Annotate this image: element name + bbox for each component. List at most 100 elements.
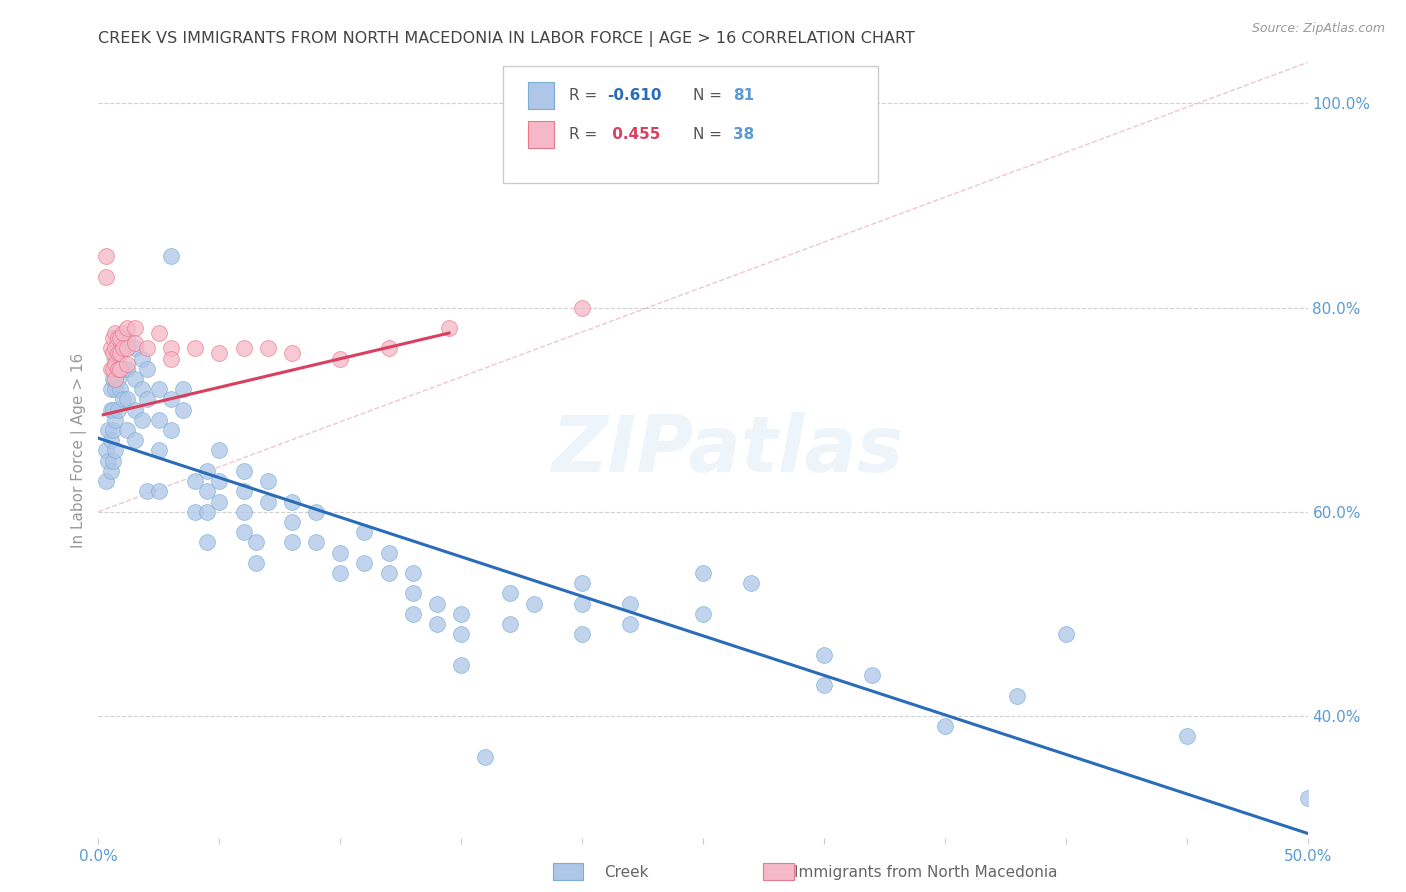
Point — [740, 576, 762, 591]
Point — [256, 474, 278, 488]
Point — [208, 494, 231, 508]
Point — [402, 586, 425, 600]
Point — [101, 361, 124, 376]
Point — [111, 392, 134, 407]
Point — [377, 342, 399, 356]
Point — [108, 331, 131, 345]
Point — [160, 392, 183, 407]
Point — [104, 342, 127, 356]
Point — [184, 505, 207, 519]
Point — [100, 342, 122, 356]
Point — [232, 505, 254, 519]
Point — [117, 357, 139, 371]
Point — [305, 535, 328, 549]
Text: ZIPatlas: ZIPatlas — [551, 412, 903, 489]
Point — [184, 474, 207, 488]
Point — [160, 423, 183, 437]
Point — [571, 627, 593, 641]
Point — [107, 342, 129, 356]
Point — [195, 464, 218, 478]
Point — [101, 346, 124, 360]
Point — [107, 331, 129, 345]
Point — [860, 668, 883, 682]
Point — [208, 346, 231, 360]
Point — [692, 566, 714, 580]
Point — [195, 484, 218, 499]
Point — [571, 301, 593, 315]
Point — [135, 484, 157, 499]
Point — [117, 423, 139, 437]
Point — [256, 342, 278, 356]
Point — [329, 351, 352, 366]
Point — [195, 535, 218, 549]
Point — [104, 443, 127, 458]
Point — [117, 361, 139, 376]
Point — [104, 326, 127, 340]
Y-axis label: In Labor Force | Age > 16: In Labor Force | Age > 16 — [72, 353, 87, 548]
Point — [100, 382, 122, 396]
Point — [426, 597, 449, 611]
Point — [117, 331, 139, 345]
Point — [94, 474, 117, 488]
Point — [108, 382, 131, 396]
Point — [108, 346, 131, 360]
Point — [1175, 730, 1198, 744]
Point — [195, 505, 218, 519]
Text: R =: R = — [569, 128, 602, 142]
Text: Immigrants from North Macedonia: Immigrants from North Macedonia — [794, 865, 1057, 880]
Point — [124, 372, 146, 386]
Point — [148, 484, 170, 499]
Point — [101, 423, 124, 437]
Point — [94, 250, 117, 264]
Point — [498, 617, 520, 632]
Point — [124, 402, 146, 417]
Point — [523, 597, 546, 611]
Point — [124, 434, 146, 448]
Point — [100, 464, 122, 478]
Point — [100, 434, 122, 448]
Point — [148, 326, 170, 340]
Point — [104, 372, 127, 386]
FancyBboxPatch shape — [527, 82, 554, 109]
Point — [135, 361, 157, 376]
Text: 38: 38 — [734, 128, 755, 142]
Point — [108, 346, 131, 360]
Text: N =: N = — [693, 88, 727, 103]
Point — [281, 535, 304, 549]
Point — [1296, 790, 1319, 805]
Point — [101, 453, 124, 467]
Point — [208, 443, 231, 458]
Point — [498, 586, 520, 600]
Point — [329, 545, 352, 559]
Point — [305, 505, 328, 519]
Point — [104, 351, 127, 366]
Point — [172, 402, 194, 417]
Point — [402, 566, 425, 580]
Point — [124, 336, 146, 351]
Point — [813, 648, 835, 662]
Point — [160, 342, 183, 356]
Point — [232, 342, 254, 356]
Point — [94, 269, 117, 284]
Point — [107, 372, 129, 386]
Point — [111, 342, 134, 356]
Point — [94, 443, 117, 458]
Point — [97, 423, 120, 437]
Point — [1007, 689, 1029, 703]
Point — [107, 346, 129, 360]
Point — [131, 351, 153, 366]
Point — [97, 453, 120, 467]
Point — [135, 342, 157, 356]
Point — [104, 357, 127, 371]
Point — [101, 402, 124, 417]
Point — [245, 535, 267, 549]
Point — [108, 361, 131, 376]
Point — [437, 321, 460, 335]
Text: 81: 81 — [734, 88, 755, 103]
Point — [402, 607, 425, 621]
Point — [353, 556, 375, 570]
Point — [131, 382, 153, 396]
Point — [160, 351, 183, 366]
Point — [813, 678, 835, 692]
Point — [377, 566, 399, 580]
